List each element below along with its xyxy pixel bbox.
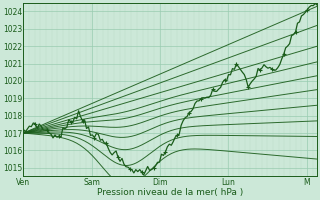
X-axis label: Pression niveau de la mer( hPa ): Pression niveau de la mer( hPa ) [97,188,244,197]
